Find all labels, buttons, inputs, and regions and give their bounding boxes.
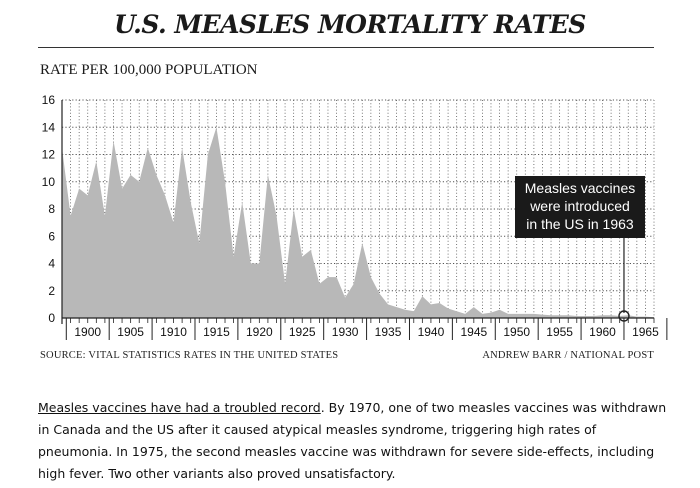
y-tick-label: 0	[48, 311, 55, 325]
x-tick-label: 1945	[460, 325, 487, 339]
x-tick-label: 1925	[289, 325, 316, 339]
y-tick-label: 16	[42, 93, 56, 107]
chart-title: U.S. MEASLES MORTALITY RATES	[114, 10, 586, 39]
credit-note: ANDREW BARR / NATIONAL POST	[482, 350, 654, 361]
annotation-text: were introduced	[529, 198, 630, 214]
y-tick-label: 4	[48, 257, 55, 271]
annotation-box	[515, 176, 645, 238]
y-tick-label: 10	[42, 175, 56, 189]
x-tick-label: 1915	[203, 325, 230, 339]
annotation-text: in the US in 1963	[526, 216, 634, 232]
mortality-area	[62, 127, 654, 318]
y-axis-label: RATE PER 100,000 POPULATION	[40, 62, 258, 78]
y-tick-label: 12	[42, 148, 56, 162]
x-tick-label: 1910	[160, 325, 187, 339]
caption-paragraph: Measles vaccines have had a troubled rec…	[38, 397, 668, 485]
x-tick-label: 1935	[375, 325, 402, 339]
x-tick-label: 1960	[589, 325, 616, 339]
y-tick-label: 14	[42, 120, 56, 134]
x-tick-label: 1920	[246, 325, 273, 339]
annotation-marker	[618, 310, 630, 322]
source-note: SOURCE: VITAL STATISTICS RATES IN THE UN…	[40, 350, 339, 361]
title-divider	[38, 47, 654, 48]
x-tick-label: 1905	[117, 325, 144, 339]
y-tick-label: 6	[48, 229, 55, 243]
x-tick-label: 1900	[74, 325, 101, 339]
y-tick-label: 8	[48, 202, 55, 216]
x-tick-label: 1930	[332, 325, 359, 339]
caption-body: . By 1970, one of two measles vaccines w…	[38, 400, 667, 481]
y-tick-label: 2	[48, 284, 55, 298]
annotation-text: Measles vaccines	[525, 180, 636, 196]
x-tick-label: 1965	[632, 325, 659, 339]
x-tick-label: 1950	[503, 325, 530, 339]
x-tick-label: 1955	[546, 325, 573, 339]
x-tick-label: 1940	[418, 325, 445, 339]
caption-link[interactable]: Measles vaccines have had a troubled rec…	[38, 400, 321, 415]
mortality-area-chart: 0 2 4 6 8 10 12 14 16 1900 1905 1910 1915 1920 1925 193…	[42, 93, 668, 340]
